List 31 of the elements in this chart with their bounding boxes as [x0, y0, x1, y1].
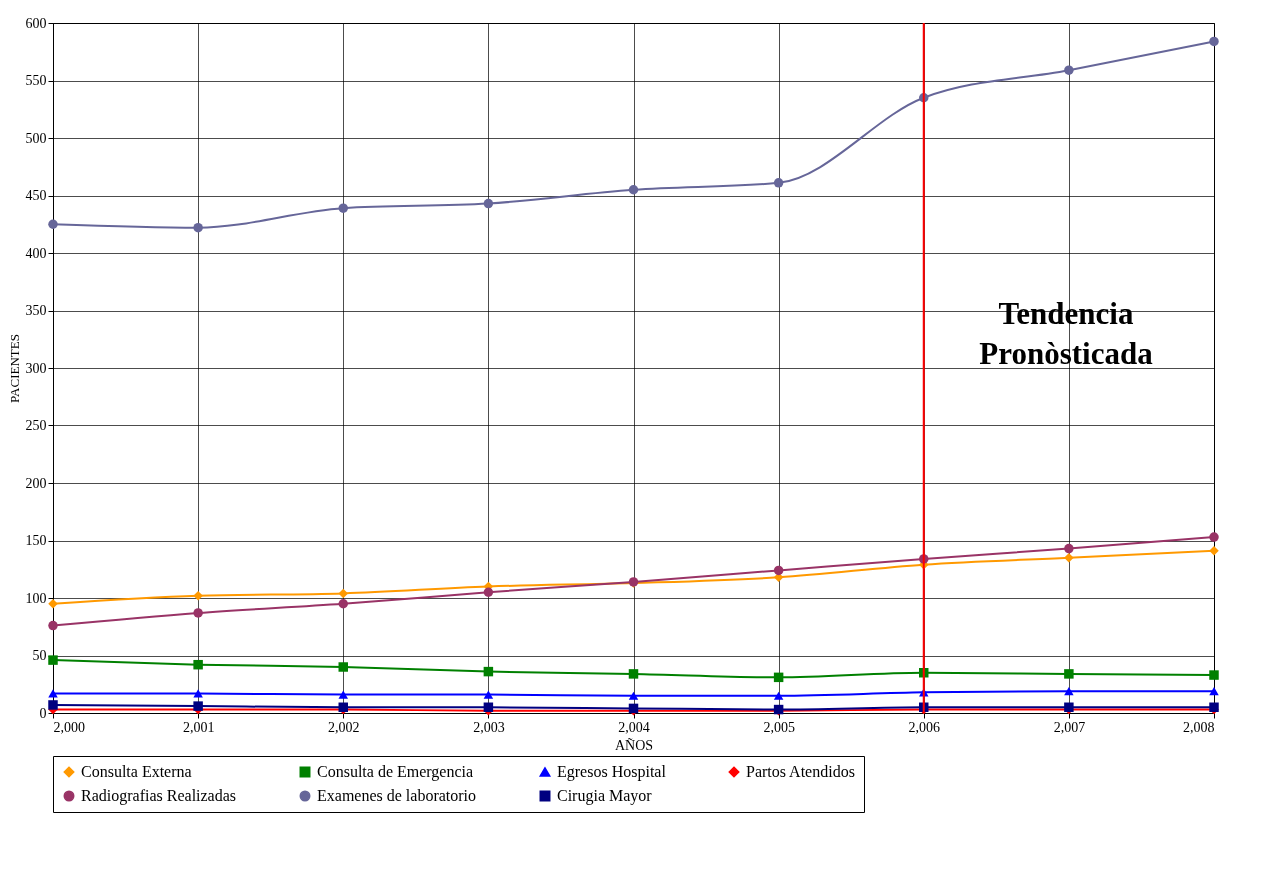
x-axis-title: AÑOS [614, 737, 654, 753]
y-tick-label: 600 [25, 15, 47, 31]
y-tick-label: 350 [25, 303, 47, 318]
x-tick-label: 2,004 [618, 719, 650, 735]
y-tick-label: 500 [25, 130, 47, 146]
x-tick-label: 2,000 [53, 719, 85, 735]
y-tick-label: 250 [25, 418, 47, 433]
x-tick-label: 2,008 [1183, 719, 1215, 735]
y-tick-label: 550 [25, 73, 47, 88]
y-tick-label: 100 [25, 590, 47, 606]
y-tick-label: 450 [25, 188, 47, 203]
y-tick-label: 150 [25, 533, 47, 548]
x-tick-label: 2,002 [328, 719, 360, 735]
y-tick-label: 200 [25, 475, 47, 491]
x-tick-label: 2,001 [182, 719, 215, 735]
y-axis-title: PACIENTES [6, 334, 22, 403]
legend-label: Radiografias Realizadas [81, 787, 237, 805]
legend-label: Consulta Externa [81, 763, 192, 780]
legend-label: Examenes de laboratorio [317, 787, 477, 804]
y-tick-label: 50 [32, 648, 47, 663]
legend-label: Consulta de Emergencia [317, 763, 474, 781]
legend-label: Partos Atendidos [746, 763, 855, 780]
legend-label: Egresos Hospital [557, 763, 667, 781]
x-tick-label: 2,003 [473, 719, 505, 735]
x-tick-label: 2,006 [908, 719, 940, 735]
legend-label: Cirugia Mayor [557, 787, 653, 805]
y-tick-label: 0 [39, 705, 47, 721]
y-tick-label: 400 [25, 245, 47, 261]
x-tick-label: 2,005 [763, 719, 795, 735]
x-tick-label: 2,007 [1053, 719, 1086, 735]
y-tick-label: 300 [25, 360, 47, 376]
